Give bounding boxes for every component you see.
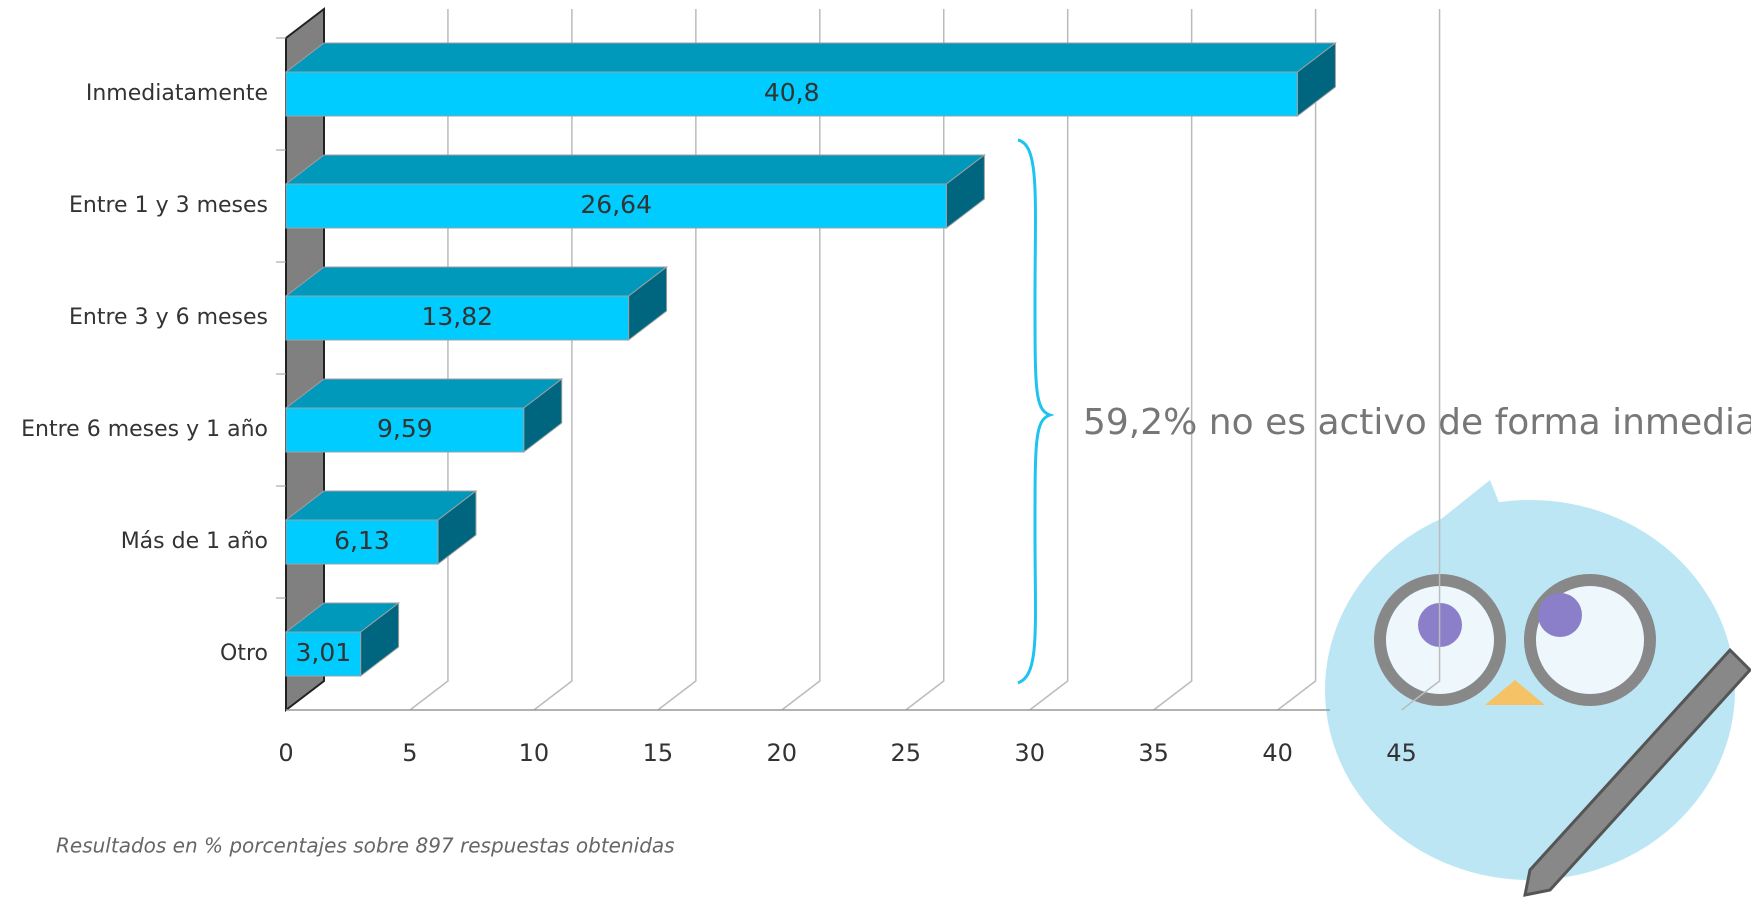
brace [1017, 138, 1055, 685]
x-tick-label: 15 [643, 739, 674, 767]
bar [284, 41, 1337, 118]
y-tick-label: Más de 1 año [121, 529, 268, 554]
bar-front [285, 519, 439, 565]
y-tick-label: Otro [220, 641, 268, 666]
value-label: 40,8 [764, 78, 820, 107]
y-tick-label: Entre 6 meses y 1 año [21, 417, 268, 442]
bar-front [285, 71, 1298, 117]
grid-line [533, 9, 573, 711]
grid-line [1401, 9, 1441, 711]
grid-line [905, 9, 945, 711]
bar-top [284, 266, 669, 297]
bar [284, 153, 986, 230]
value-label: 26,64 [580, 190, 652, 219]
value-label: 9,59 [377, 414, 433, 443]
y-tick-label: Entre 1 y 3 meses [69, 193, 268, 218]
bar-front [285, 295, 630, 341]
bar [284, 601, 401, 678]
bar [284, 489, 478, 566]
x-tick-label: 25 [890, 739, 921, 767]
grid-line [781, 9, 821, 711]
value-label: 6,13 [334, 526, 390, 555]
pencil [1523, 647, 1751, 897]
grid-line [657, 9, 697, 711]
bird-beak [1485, 680, 1545, 705]
x-tick-label: 20 [767, 739, 798, 767]
bird-pupil [1538, 593, 1582, 637]
bird-body [1325, 500, 1735, 880]
footnote: Resultados en % porcentajes sobre 897 re… [56, 834, 675, 858]
grid-line [409, 9, 449, 711]
bar-top [284, 154, 986, 185]
value-label: 3,01 [295, 638, 351, 667]
grid-line [1277, 9, 1317, 711]
grid-line [1029, 9, 1069, 711]
bar [284, 265, 669, 342]
bar-top [284, 42, 1337, 73]
y-tick-label: Inmediatamente [86, 81, 268, 106]
x-tick-label: 40 [1262, 739, 1293, 767]
bar-front [285, 631, 362, 677]
y-tick-label: Entre 3 y 6 meses [69, 305, 268, 330]
bar-front [285, 407, 525, 453]
value-label: 13,82 [422, 302, 494, 331]
x-tick-label: 0 [278, 739, 293, 767]
annotation: 59,2% no es activo de forma inmediata [1083, 402, 1751, 443]
grid-line [1153, 9, 1193, 711]
x-tick-label: 30 [1014, 739, 1045, 767]
bar [284, 377, 564, 454]
x-tick-label: 10 [519, 739, 550, 767]
x-tick-label: 5 [402, 739, 417, 767]
bar-top [284, 378, 564, 409]
bird-tuft [1440, 480, 1510, 530]
bird-illustration [1325, 480, 1751, 897]
x-tick-label: 45 [1386, 739, 1417, 767]
bar-front [285, 183, 947, 229]
x-tick-label: 35 [1138, 739, 1169, 767]
